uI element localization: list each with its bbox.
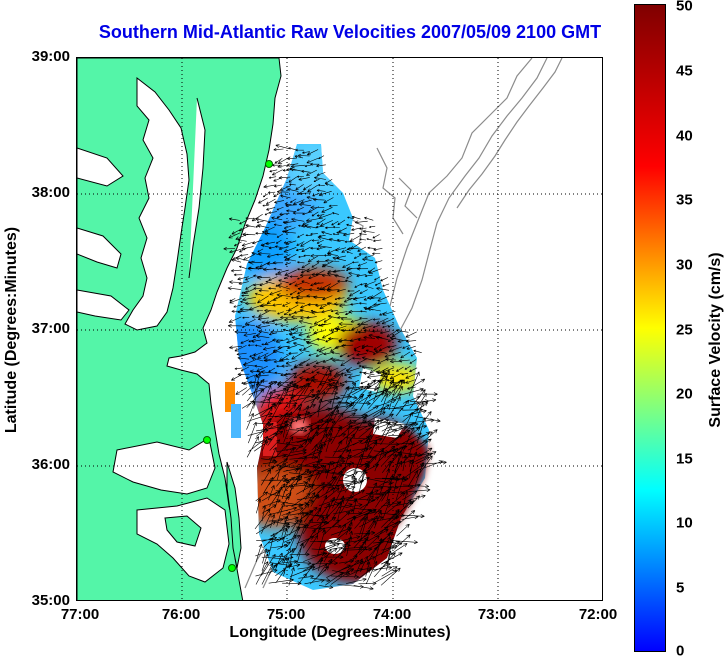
colorbar-tick-label: 25 <box>676 321 693 339</box>
colorbar-tick-label: 50 <box>676 0 693 15</box>
colorbar-tick-label: 30 <box>676 256 693 274</box>
x-tick-label: 77:00 <box>60 606 100 623</box>
x-tick-label: 76:00 <box>161 606 201 623</box>
colorbar-tick-label: 20 <box>676 385 693 403</box>
y-tick-label: 38:00 <box>31 184 70 201</box>
y-tick-label: 37:00 <box>31 320 70 337</box>
colorbar-tick-label: 35 <box>676 191 693 209</box>
radar-station-marker <box>203 436 211 444</box>
colorbar-tick-label: 45 <box>676 62 693 80</box>
x-axis-label: Longitude (Degrees:Minutes) <box>229 624 451 641</box>
y-tick-label: 39:00 <box>31 48 70 65</box>
y-tick-label: 36:00 <box>31 456 70 473</box>
velocity-arrows <box>223 144 447 591</box>
velocity-arrow-set <box>223 144 447 591</box>
colorbar <box>634 4 666 652</box>
colorbar-label: Surface Velocity (cm/s) <box>707 252 724 428</box>
radar-station-marker <box>228 564 236 572</box>
radar-stations <box>203 160 273 572</box>
map-title: Southern Mid-Atlantic Raw Velocities 200… <box>98 22 602 42</box>
map-plot-area[interactable] <box>76 57 603 601</box>
colorbar-tick-label: 15 <box>676 450 693 468</box>
radar-station-marker <box>265 160 273 168</box>
colorbar-tick-label: 40 <box>676 127 693 145</box>
grid <box>77 58 602 600</box>
x-tick-label: 73:00 <box>477 606 517 623</box>
colorbar-tick-label: 10 <box>676 514 693 532</box>
x-tick-label: 72:00 <box>578 606 618 623</box>
y-axis-label: Latitude (Degrees:Minutes) <box>3 226 20 434</box>
y-tick-label: 35:00 <box>31 592 70 609</box>
colorbar-tick-label: 5 <box>676 579 685 597</box>
colorbar-tick-label: 0 <box>676 642 685 660</box>
x-tick-label: 74:00 <box>372 606 412 623</box>
map-svg <box>77 58 602 600</box>
x-tick-label: 75:00 <box>266 606 306 623</box>
